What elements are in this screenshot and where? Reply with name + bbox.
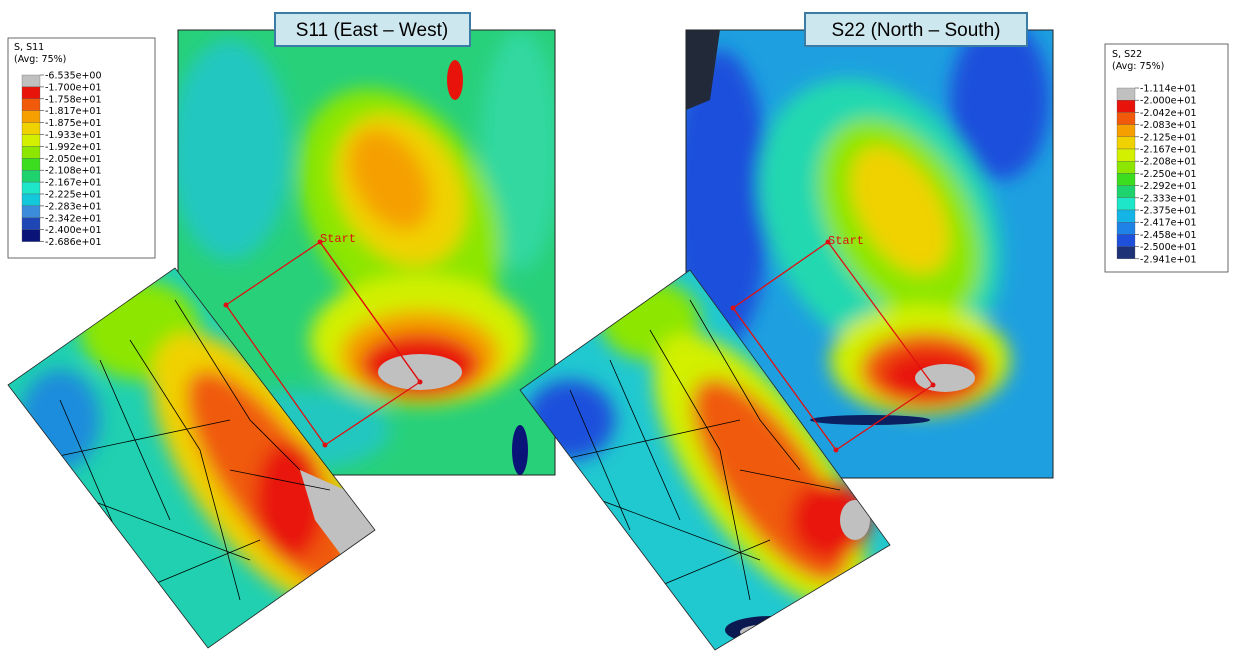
legend-swatch [1116, 100, 1136, 113]
legend-swatch [1116, 222, 1136, 235]
legend-label: -2.167e+01 [1140, 145, 1197, 156]
legend-swatch [1116, 87, 1136, 101]
legend-swatch [21, 170, 41, 183]
map-border [7, 267, 376, 649]
legend-swatch [1116, 136, 1136, 150]
legend-swatch [21, 134, 41, 147]
legend-label: -2.208e+01 [1140, 157, 1197, 168]
legend-label: -1.933e+01 [45, 130, 102, 141]
legend-label: -1.817e+01 [45, 106, 102, 117]
legend-label: -1.700e+01 [45, 82, 102, 93]
legend-swatch [21, 229, 41, 242]
legend-swatch [21, 193, 41, 207]
legend-header: (Avg: 75%) [1112, 61, 1164, 72]
legend-label: -2.500e+01 [1140, 242, 1197, 253]
contour-map [520, 270, 890, 650]
legend-label: -2.000e+01 [1140, 96, 1197, 107]
legend-label: -2.342e+01 [45, 213, 102, 224]
legend-swatch [1116, 234, 1136, 247]
legend-swatch [21, 217, 41, 230]
section-points [223, 239, 936, 453]
marker-label: Start [320, 232, 356, 246]
legend-label: -2.400e+01 [45, 225, 102, 236]
legend-swatch [21, 146, 41, 159]
legend-label: -2.042e+01 [1140, 108, 1197, 119]
legend-swatch [1116, 124, 1136, 137]
title-box [274, 12, 471, 47]
legend-swatch [1116, 185, 1136, 198]
map-border [519, 269, 891, 651]
legend-header: S, S11 [14, 42, 44, 53]
legend-label: -2.125e+01 [1140, 132, 1197, 143]
legend-label: -1.875e+01 [45, 118, 102, 129]
legend-swatch [1116, 246, 1136, 259]
legend-label: -1.758e+01 [45, 94, 102, 105]
legend-swatch [21, 74, 41, 88]
legend-swatch [21, 181, 41, 195]
legend-swatch [21, 98, 41, 111]
legend-label: -2.225e+01 [45, 190, 102, 201]
legend-swatch [21, 110, 41, 123]
legend-label: -6.535e+00 [45, 71, 102, 82]
legend-header: S, S22 [1112, 49, 1142, 60]
legend-label: -2.458e+01 [1140, 230, 1197, 241]
title-box [804, 12, 1028, 47]
panel-title: S11 (East – West) [296, 20, 448, 41]
legend-label: -1.114e+01 [1140, 84, 1197, 95]
legend-label: -2.083e+01 [1140, 120, 1197, 131]
legend-label: -1.992e+01 [45, 142, 102, 153]
legend-label: -2.250e+01 [1140, 169, 1197, 180]
legend-swatch [1116, 173, 1136, 186]
legend-label: -2.050e+01 [45, 154, 102, 165]
legend-swatch [1116, 197, 1136, 211]
legend-label: -2.333e+01 [1140, 193, 1197, 204]
legend-label: -2.686e+01 [45, 237, 102, 248]
legend-swatch [21, 158, 41, 171]
legend-header: (Avg: 75%) [14, 54, 66, 65]
legend-label: -2.941e+01 [1140, 254, 1197, 265]
panel-title: S22 (North – South) [832, 20, 1001, 41]
legend-label: -2.283e+01 [45, 201, 102, 212]
legend-label: -2.167e+01 [45, 178, 102, 189]
legend-swatch [21, 122, 41, 135]
legend-swatch [1116, 209, 1136, 223]
legend-swatch [21, 86, 41, 99]
legend-swatch [1116, 148, 1136, 162]
marker-label: Start [828, 234, 864, 248]
legend-swatch [1116, 161, 1136, 174]
contour-map [8, 268, 375, 648]
legend-label: -2.108e+01 [45, 166, 102, 177]
legend-label: -2.417e+01 [1140, 218, 1197, 229]
legend-label: -2.375e+01 [1140, 206, 1197, 217]
legend-label: -2.292e+01 [1140, 181, 1197, 192]
legend-swatch [1116, 112, 1136, 125]
legend-swatch [21, 205, 41, 218]
